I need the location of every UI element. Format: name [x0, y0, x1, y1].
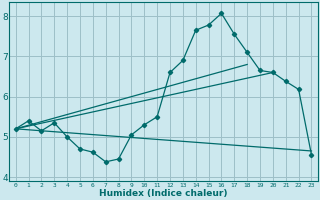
X-axis label: Humidex (Indice chaleur): Humidex (Indice chaleur)	[99, 189, 228, 198]
